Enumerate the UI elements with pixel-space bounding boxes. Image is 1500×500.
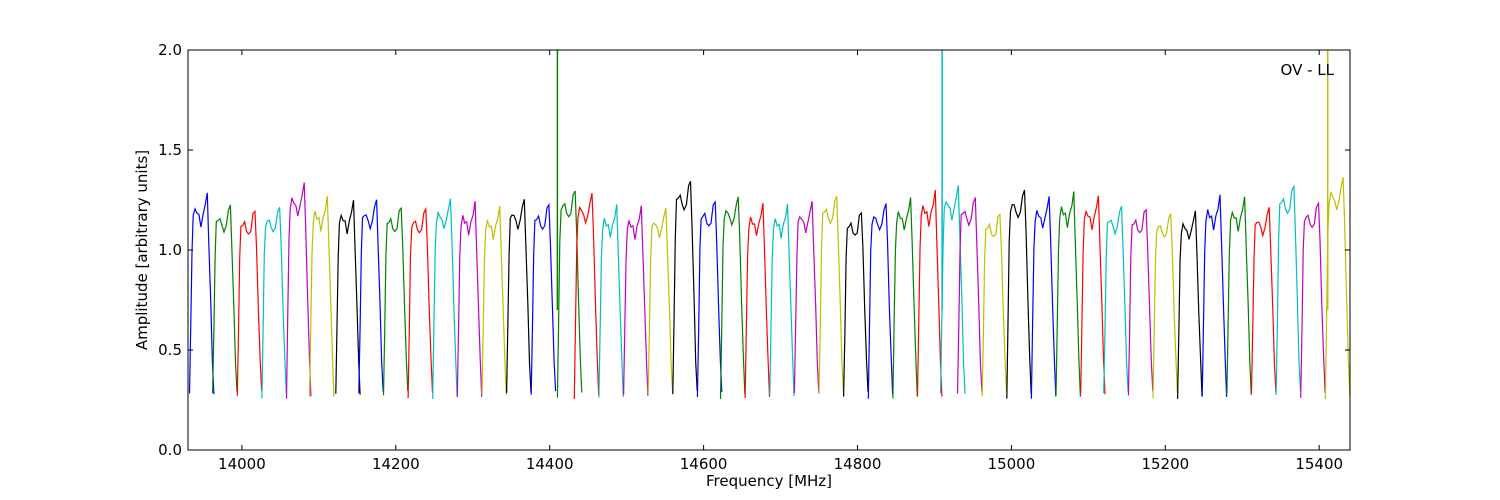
band-26-line [793,201,820,394]
band-17-line [573,192,600,400]
band-35-line [1006,189,1032,399]
band-21-line [672,181,698,395]
x-tick-label-14000: 14000 [218,455,266,473]
band-14-line [506,199,532,394]
band-37-line [1055,191,1081,397]
band-31-line [916,189,943,397]
band-11-line [432,198,458,399]
x-axis-title: Frequency [MHz] [706,472,832,490]
x-tick-label-14200: 14200 [372,455,420,473]
x-tick-label-15000: 15000 [988,455,1036,473]
band-29-line [867,203,894,399]
x-tick-label-14800: 14800 [834,455,882,473]
band-27-line [818,196,844,394]
band-34-line [981,213,1008,397]
series-layer [188,50,1350,400]
band-41-line [1152,213,1178,399]
band-23-line [719,196,746,400]
band-42-line [1177,210,1203,399]
band-3-line [236,209,263,396]
band-6-line [309,196,335,397]
band-13-line [481,205,507,396]
band-1-line [188,192,215,395]
band-36-line [1030,196,1057,399]
band-39-line [1103,206,1129,394]
x-tick-label-14400: 14400 [526,455,574,473]
band-2-line [212,204,238,394]
y-tick-label-2: 2.0 [158,41,182,59]
band-20-line [647,207,674,394]
band-43-line [1201,194,1228,397]
band-44-line [1226,196,1252,395]
x-tick-label-15200: 15200 [1141,455,1189,473]
plot-frame [187,49,1351,451]
y-tick-label-0.5: 0.5 [158,341,182,359]
ticks-layer: 14000 14200 14400 14600 14800 15000 15200 15400… [158,41,1350,473]
band-12-line [456,201,483,398]
band-19-line [623,205,649,396]
band-15-line [530,203,557,395]
band-25-line [769,203,795,397]
y-tick-label-1.5: 1.5 [158,141,182,159]
band-45-line [1250,207,1277,394]
band-46-line [1275,184,1302,396]
band-4-line [261,207,287,399]
y-tick-label-0: 0.0 [158,441,182,459]
band-33-line [956,197,983,394]
band-16-line [556,190,583,398]
band-5-line [285,182,312,399]
y-tick-label-1: 1.0 [158,241,182,259]
band-7-line [335,200,361,395]
band-30-line [892,197,918,399]
band-24-line [744,203,771,399]
band-47-line [1300,200,1326,398]
annotation-label: OV - LL [1281,61,1335,79]
band-40-line [1127,208,1154,396]
y-axis-title: Amplitude [arbitrary units] [133,150,151,350]
band-9-line [382,206,409,396]
x-tick-label-15400: 15400 [1295,455,1343,473]
band-22-line [696,200,723,398]
band-32-line [940,185,966,394]
band-8-line [358,199,384,394]
x-tick-label-14600: 14600 [680,455,728,473]
band-38-line [1080,195,1106,395]
band-28-line [843,211,869,397]
band-18-line [598,204,624,398]
band-10-line [407,206,434,399]
